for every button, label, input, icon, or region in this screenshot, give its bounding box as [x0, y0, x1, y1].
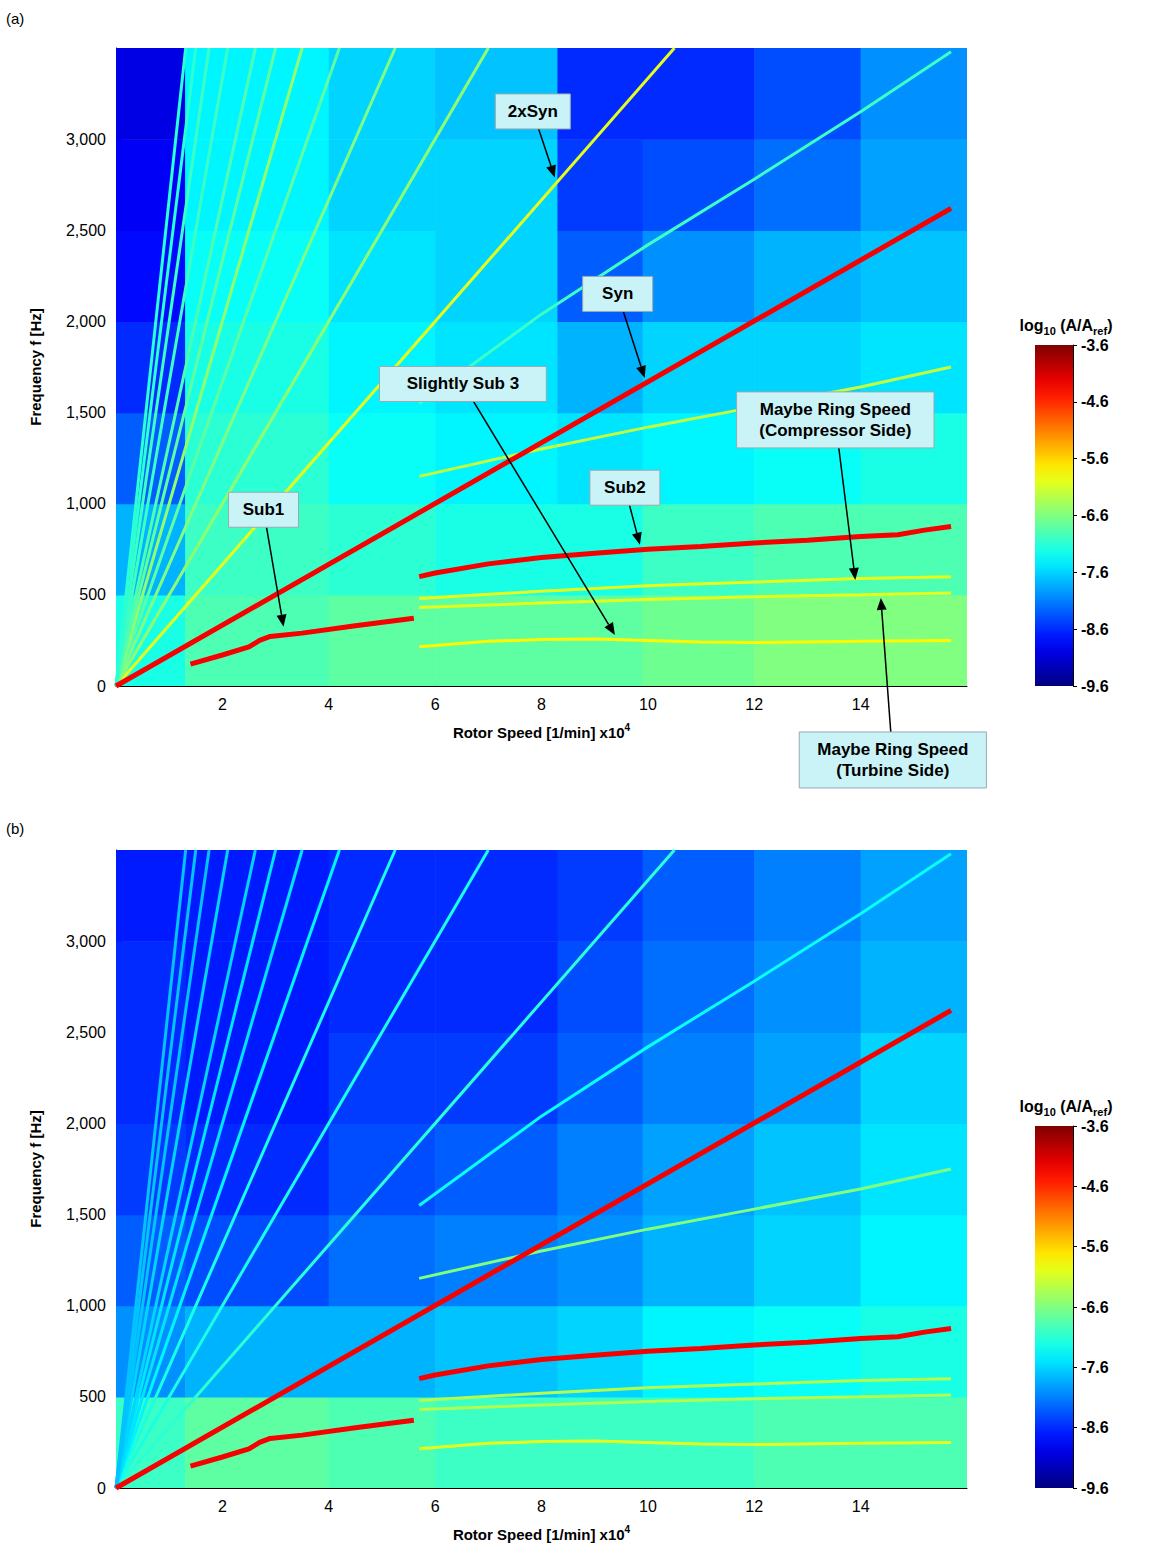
svg-text:1,000: 1,000 [66, 1297, 106, 1314]
svg-text:Slightly Sub 3: Slightly Sub 3 [407, 374, 519, 393]
svg-text:0: 0 [97, 1480, 106, 1497]
svg-text:10: 10 [1044, 1106, 1056, 1118]
svg-text:Frequency f [Hz]: Frequency f [Hz] [27, 1110, 44, 1228]
svg-text:8: 8 [537, 696, 546, 713]
svg-text:Syn: Syn [602, 284, 633, 303]
svg-text:-4.6: -4.6 [1081, 1178, 1109, 1195]
svg-text:-7.6: -7.6 [1081, 564, 1109, 581]
svg-text:8: 8 [537, 1498, 546, 1515]
svg-text:1,000: 1,000 [66, 495, 106, 512]
svg-text:0: 0 [97, 678, 106, 695]
svg-text:3,000: 3,000 [66, 933, 106, 950]
svg-text:10: 10 [639, 696, 657, 713]
svg-text:-8.6: -8.6 [1081, 621, 1109, 638]
svg-text:-3.6: -3.6 [1081, 337, 1109, 354]
svg-text:Rotor Speed [1/min] x10: Rotor Speed [1/min] x10 [453, 724, 625, 741]
svg-text:Rotor Speed [1/min] x10: Rotor Speed [1/min] x10 [453, 1526, 625, 1543]
svg-text:12: 12 [745, 1498, 763, 1515]
svg-text:14: 14 [852, 696, 870, 713]
svg-text:500: 500 [79, 1388, 106, 1405]
svg-text:(a): (a) [6, 10, 24, 27]
svg-text:4: 4 [625, 722, 631, 733]
svg-text:(Turbine Side): (Turbine Side) [836, 761, 949, 780]
svg-text:2,000: 2,000 [66, 313, 106, 330]
svg-text:-7.6: -7.6 [1081, 1359, 1109, 1376]
svg-text:6: 6 [431, 1498, 440, 1515]
svg-text:-6.6: -6.6 [1081, 1299, 1109, 1316]
svg-text:): ) [1107, 1098, 1112, 1115]
svg-text:-8.6: -8.6 [1081, 1419, 1109, 1436]
svg-text:Sub1: Sub1 [243, 500, 285, 519]
svg-text:4: 4 [324, 1498, 333, 1515]
svg-text:2xSyn: 2xSyn [508, 102, 558, 121]
svg-text:Maybe Ring Speed: Maybe Ring Speed [760, 400, 911, 419]
svg-text:Maybe Ring Speed: Maybe Ring Speed [817, 740, 968, 759]
svg-text:Sub2: Sub2 [604, 478, 646, 497]
svg-text:(A/A: (A/A [1056, 1098, 1094, 1115]
svg-text:1,500: 1,500 [66, 1206, 106, 1223]
svg-text:2,500: 2,500 [66, 1024, 106, 1041]
svg-text:3,000: 3,000 [66, 131, 106, 148]
svg-text:4: 4 [625, 1524, 631, 1535]
svg-text:ref: ref [1093, 1106, 1107, 1118]
svg-text:2,000: 2,000 [66, 1115, 106, 1132]
svg-text:(Compressor Side): (Compressor Side) [759, 421, 911, 440]
svg-text:2: 2 [218, 696, 227, 713]
svg-text:10: 10 [639, 1498, 657, 1515]
svg-text:12: 12 [745, 696, 763, 713]
svg-text:(b): (b) [6, 820, 24, 837]
svg-text:log: log [1020, 317, 1044, 334]
svg-text:1,500: 1,500 [66, 404, 106, 421]
svg-text:2,500: 2,500 [66, 222, 106, 239]
svg-text:-9.6: -9.6 [1081, 1480, 1109, 1497]
svg-text:log: log [1020, 1098, 1044, 1115]
svg-text:ref: ref [1093, 325, 1107, 337]
svg-text:500: 500 [79, 586, 106, 603]
svg-text:Frequency f [Hz]: Frequency f [Hz] [27, 308, 44, 426]
svg-text:-5.6: -5.6 [1081, 1238, 1109, 1255]
svg-text:14: 14 [852, 1498, 870, 1515]
svg-text:-5.6: -5.6 [1081, 450, 1109, 467]
svg-text:-4.6: -4.6 [1081, 393, 1109, 410]
svg-text:-9.6: -9.6 [1081, 678, 1109, 695]
svg-text:6: 6 [431, 696, 440, 713]
svg-text:-3.6: -3.6 [1081, 1118, 1109, 1135]
svg-text:4: 4 [324, 696, 333, 713]
svg-text:): ) [1107, 317, 1112, 334]
svg-text:(A/A: (A/A [1056, 317, 1094, 334]
svg-text:2: 2 [218, 1498, 227, 1515]
svg-text:10: 10 [1044, 325, 1056, 337]
svg-text:-6.6: -6.6 [1081, 507, 1109, 524]
